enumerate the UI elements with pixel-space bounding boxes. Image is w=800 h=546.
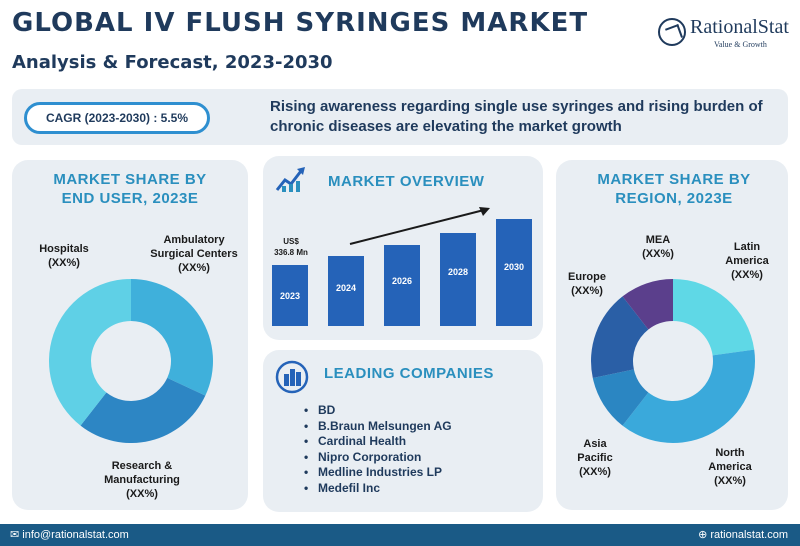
donut-segment-latin-america bbox=[673, 279, 755, 356]
company-logo[interactable]: RationalStat Value & Growth bbox=[658, 14, 794, 54]
label-asia-pacific-line2: Pacific bbox=[577, 452, 613, 464]
label-ambulatory-line1: Ambulatory bbox=[163, 234, 225, 246]
end-user-heading: MARKET SHARE BY END USER, 2023E bbox=[12, 170, 248, 208]
end-user-donut-chart bbox=[48, 279, 213, 443]
footer-website-text[interactable]: rationalstat.com bbox=[710, 529, 788, 541]
label-europe-pct: (XX%) bbox=[571, 285, 603, 297]
label-north-america-line2: America bbox=[708, 461, 752, 473]
cagr-banner: CAGR (2023-2030) : 5.5% Rising awareness… bbox=[12, 89, 788, 145]
bar-2023: 2023 bbox=[272, 265, 308, 326]
logo-icon bbox=[658, 18, 686, 46]
list-item: BD bbox=[300, 403, 452, 419]
end-user-heading-line1: MARKET SHARE BY bbox=[53, 171, 207, 188]
market-overview-heading: MARKET OVERVIEW bbox=[328, 173, 485, 190]
donut-segment-research bbox=[80, 377, 206, 443]
page-subtitle: Analysis & Forecast, 2023-2030 bbox=[12, 52, 333, 73]
label-asia-pacific-pct: (XX%) bbox=[579, 466, 611, 478]
label-ambulatory-line2: Surgical Centers bbox=[150, 248, 238, 260]
label-latin-america-line1: Latin bbox=[733, 241, 761, 253]
label-research: Research & Manufacturing (XX%) bbox=[92, 459, 192, 501]
label-north-america-pct: (XX%) bbox=[714, 475, 746, 487]
label-latin-america-line2: America bbox=[725, 255, 769, 267]
leading-companies-heading: LEADING COMPANIES bbox=[324, 365, 494, 382]
bar-2026: 2026 bbox=[384, 245, 420, 326]
bar-year-label: 2023 bbox=[279, 291, 301, 301]
trend-arrow-icon bbox=[349, 207, 490, 245]
label-north-america-line1: North bbox=[715, 447, 745, 459]
end-user-heading-line2: END USER, 2023E bbox=[61, 190, 199, 207]
bar-2028: 2028 bbox=[440, 233, 476, 326]
bar-year-label: 2028 bbox=[447, 267, 469, 277]
cagr-badge: CAGR (2023-2030) : 5.5% bbox=[24, 102, 210, 134]
label-latin-america: Latin America (XX%) bbox=[716, 240, 778, 282]
label-north-america: North America (XX%) bbox=[698, 446, 762, 488]
donut-segment-hospitals bbox=[48, 279, 131, 426]
donut-segment-europe bbox=[591, 296, 649, 379]
donut-segment-ambulatory bbox=[131, 279, 213, 396]
donut-segment-mea bbox=[622, 279, 673, 330]
label-latin-america-pct: (XX%) bbox=[731, 269, 763, 281]
list-item: Medefil Inc bbox=[300, 481, 452, 497]
label-europe: Europe (XX%) bbox=[560, 270, 614, 298]
buildings-icon bbox=[275, 360, 309, 394]
base-value-amount: 336.8 Mn bbox=[274, 248, 308, 257]
base-value-currency: US$ bbox=[283, 237, 299, 246]
region-heading: MARKET SHARE BY REGION, 2023E bbox=[556, 170, 792, 208]
page-title: GLOBAL IV FLUSH SYRINGES MARKET bbox=[12, 8, 589, 38]
bar-2024: 2024 bbox=[328, 256, 364, 326]
footer-email[interactable]: ✉ info@rationalstat.com bbox=[10, 529, 129, 541]
label-research-pct: (XX%) bbox=[126, 488, 158, 500]
label-hospitals-pct: (XX%) bbox=[48, 257, 80, 269]
list-item: B.Braun Melsungen AG bbox=[300, 419, 452, 435]
label-research-line2: Manufacturing bbox=[104, 474, 180, 486]
donut-segment-asia-pacific bbox=[592, 369, 649, 426]
label-mea-name: MEA bbox=[645, 234, 671, 246]
bar-year-label: 2024 bbox=[335, 283, 357, 293]
region-heading-line1: MARKET SHARE BY bbox=[597, 171, 751, 188]
bar-2030: 2030 bbox=[496, 219, 532, 326]
label-hospitals-name: Hospitals bbox=[39, 243, 89, 255]
logo-tagline: Value & Growth bbox=[714, 40, 767, 49]
label-research-line1: Research & bbox=[111, 460, 173, 472]
label-asia-pacific: Asia Pacific (XX%) bbox=[568, 437, 622, 479]
footer-website[interactable]: ⊕ rationalstat.com bbox=[698, 529, 788, 541]
footer-bar: ✉ info@rationalstat.com ⊕ rationalstat.c… bbox=[0, 524, 800, 546]
donut-segment-north-america bbox=[622, 349, 755, 443]
footer-email-text[interactable]: info@rationalstat.com bbox=[22, 529, 129, 541]
region-heading-line2: REGION, 2023E bbox=[615, 190, 733, 207]
label-mea: MEA (XX%) bbox=[628, 233, 688, 261]
base-value-label: US$ 336.8 Mn bbox=[268, 236, 314, 258]
list-item: Cardinal Health bbox=[300, 434, 452, 450]
banner-text: Rising awareness regarding single use sy… bbox=[270, 98, 763, 135]
label-europe-name: Europe bbox=[568, 271, 606, 283]
list-item: Medline Industries LP bbox=[300, 465, 452, 481]
growth-chart-icon bbox=[275, 167, 305, 192]
region-donut-chart bbox=[591, 279, 755, 443]
bar-year-label: 2026 bbox=[391, 276, 413, 286]
list-item: Nipro Corporation bbox=[300, 450, 452, 466]
label-asia-pacific-line1: Asia bbox=[583, 438, 607, 450]
company-list: BD B.Braun Melsungen AG Cardinal Health … bbox=[300, 403, 452, 497]
label-ambulatory-pct: (XX%) bbox=[178, 262, 210, 274]
label-ambulatory: Ambulatory Surgical Centers (XX%) bbox=[140, 233, 248, 275]
bar-year-label: 2030 bbox=[503, 262, 525, 272]
logo-name: RationalStat bbox=[690, 16, 789, 38]
label-hospitals: Hospitals (XX%) bbox=[28, 242, 100, 270]
label-mea-pct: (XX%) bbox=[642, 248, 674, 260]
